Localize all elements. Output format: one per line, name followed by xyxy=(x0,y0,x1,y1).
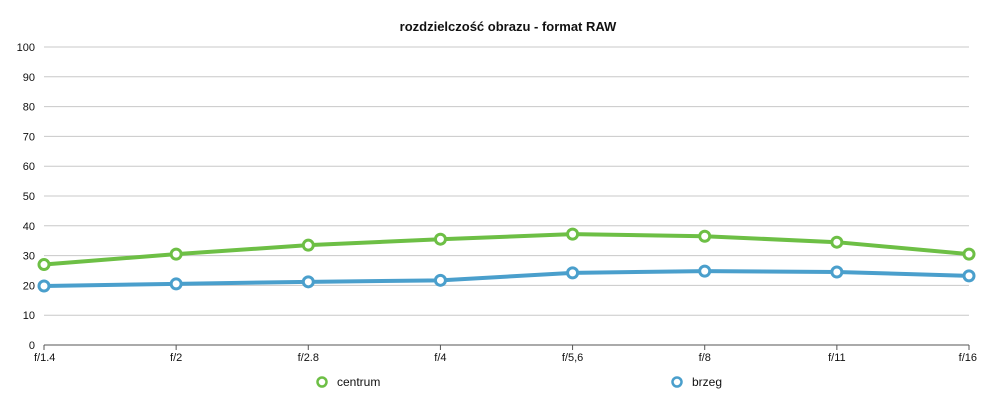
data-point xyxy=(169,277,183,291)
data-point xyxy=(962,247,976,261)
series-brzeg xyxy=(37,264,976,293)
series-centrum xyxy=(37,227,976,272)
legend: centrum brzeg xyxy=(316,375,722,389)
data-point xyxy=(37,258,51,272)
x-tick-label: f/2 xyxy=(170,352,182,364)
data-point xyxy=(433,232,447,246)
y-tick-label: 0 xyxy=(29,340,35,352)
data-point xyxy=(433,273,447,287)
data-point xyxy=(566,227,580,241)
x-tick-label: f/8 xyxy=(699,352,711,364)
x-tick-label: f/11 xyxy=(828,352,846,364)
data-point xyxy=(566,266,580,280)
data-point xyxy=(698,264,712,278)
data-point xyxy=(37,279,51,293)
data-point xyxy=(301,275,315,289)
y-tick-label: 70 xyxy=(23,131,35,143)
data-point xyxy=(830,235,844,249)
y-tick-label: 60 xyxy=(23,161,35,173)
series-layer xyxy=(37,227,976,293)
x-tick-label: f/1.4 xyxy=(34,352,55,364)
y-tick-label: 50 xyxy=(23,191,35,203)
y-tick-label: 90 xyxy=(23,72,35,84)
y-tick-label: 40 xyxy=(23,221,35,233)
data-point xyxy=(830,265,844,279)
data-point xyxy=(301,238,315,252)
x-tick-label: f/16 xyxy=(959,352,977,364)
data-point xyxy=(169,247,183,261)
legend-label: centrum xyxy=(337,375,380,389)
x-axis-ticks: f/1.4 f/2 f/2.8 f/4 f/5,6 f/8 f/11 f/16 xyxy=(34,345,977,364)
legend-marker xyxy=(316,376,328,388)
series-line xyxy=(42,232,971,267)
y-tick-label: 20 xyxy=(23,280,35,292)
y-tick-label: 30 xyxy=(23,251,35,263)
legend-label: brzeg xyxy=(692,375,722,389)
legend-marker xyxy=(671,376,683,388)
x-tick-label: f/4 xyxy=(434,352,446,364)
y-tick-label: 80 xyxy=(23,102,35,114)
y-axis-ticks: 0 10 20 30 40 50 60 70 80 90 100 xyxy=(17,42,35,352)
data-point xyxy=(698,229,712,243)
x-tick-label: f/2.8 xyxy=(298,352,319,364)
x-tick-label: f/5,6 xyxy=(562,352,583,364)
series-line xyxy=(42,269,971,288)
grid-lines xyxy=(44,46,969,346)
y-tick-label: 100 xyxy=(17,42,35,54)
y-tick-label: 10 xyxy=(23,310,35,322)
chart-title: rozdzielczość obrazu - format RAW xyxy=(400,19,617,34)
data-point xyxy=(962,269,976,283)
